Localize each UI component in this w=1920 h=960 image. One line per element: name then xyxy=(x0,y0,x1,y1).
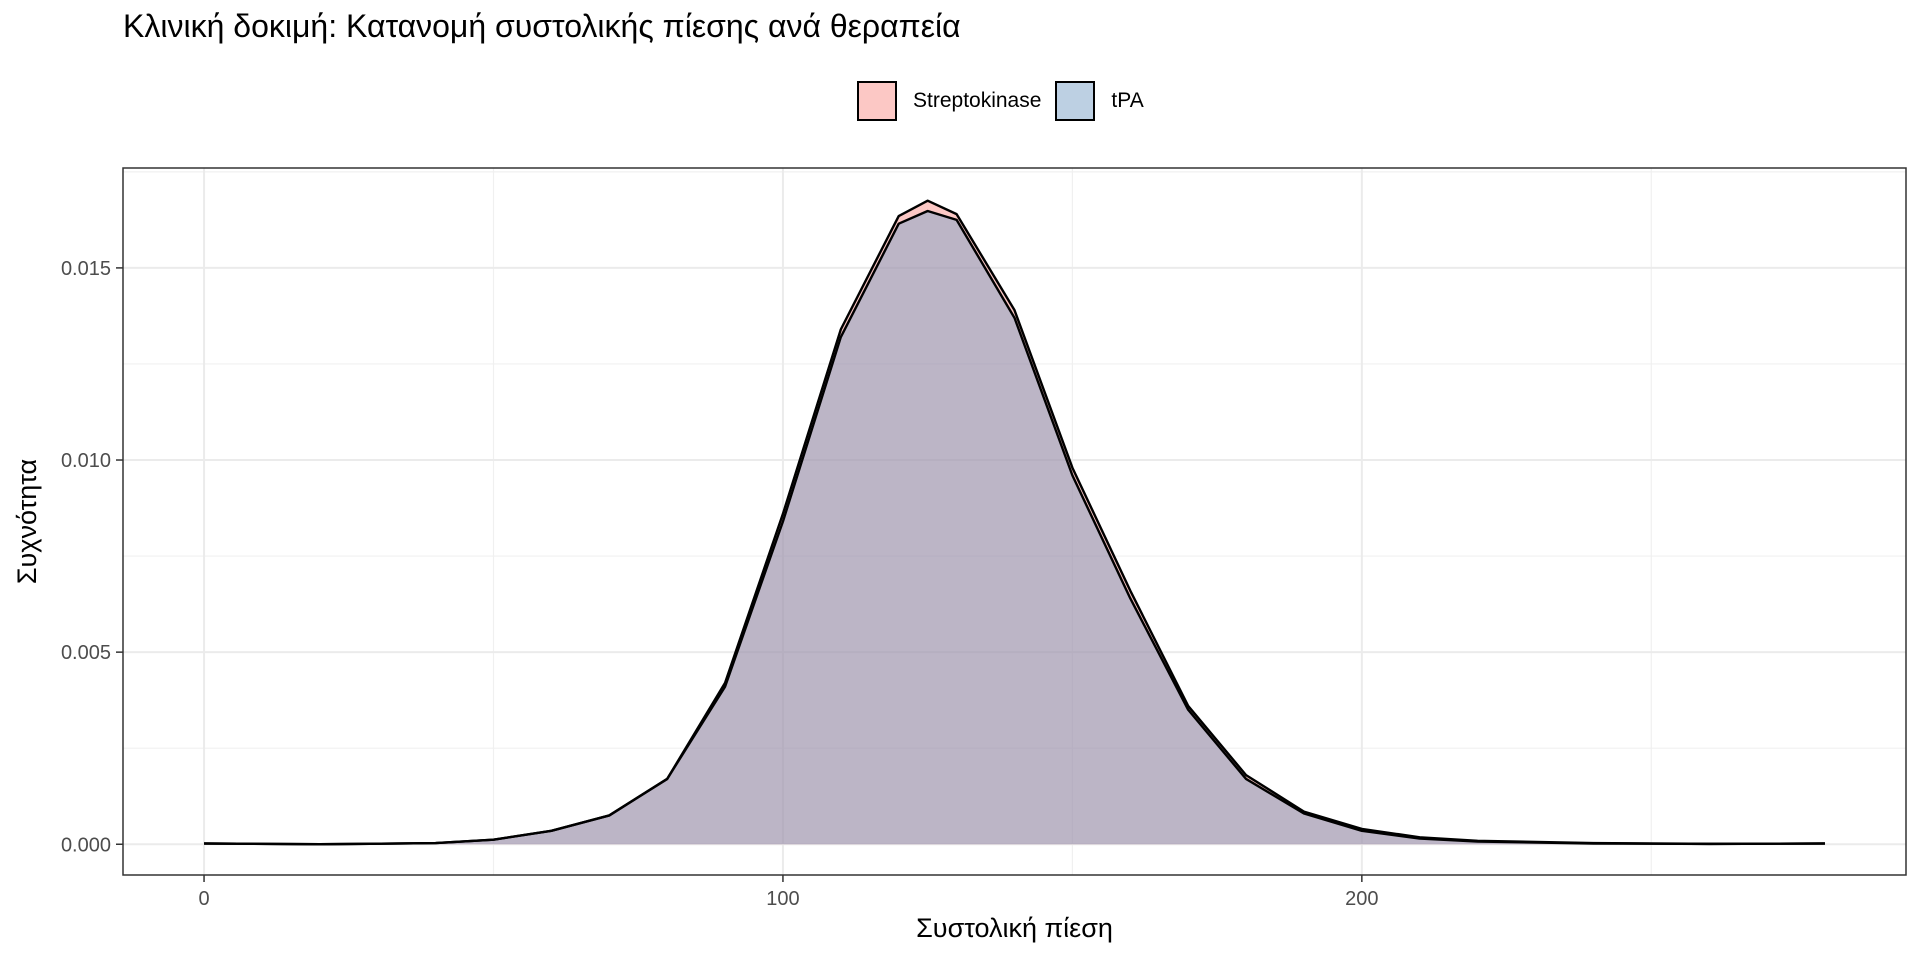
chart-title: Κλινική δοκιμή: Κατανομή συστολικής πίεσ… xyxy=(123,8,961,44)
y-tick-label: 0.015 xyxy=(61,258,111,280)
legend-label-tpa: tPA xyxy=(1111,89,1144,112)
density-line-tpa xyxy=(204,209,1825,846)
x-axis-title: Συστολική πίεση xyxy=(916,913,1113,943)
legend-key-streptokinase xyxy=(857,81,897,121)
y-axis-title: Συχνότητα xyxy=(12,459,42,584)
x-tick-label: 200 xyxy=(1345,888,1378,910)
x-tick-label: 100 xyxy=(766,888,799,910)
y-tick-label: 0.000 xyxy=(61,834,111,856)
legend: Streptokinase tPA xyxy=(857,77,1158,125)
y-tick-label: 0.005 xyxy=(61,642,111,664)
legend-item-streptokinase[interactable]: Streptokinase xyxy=(857,81,1041,121)
legend-item-tpa[interactable]: tPA xyxy=(1055,81,1144,121)
legend-key-tpa xyxy=(1055,81,1096,121)
density-area-tpa xyxy=(204,211,1825,845)
x-tick-label: 0 xyxy=(198,888,209,910)
y-tick-label: 0.010 xyxy=(61,450,111,472)
legend-label-streptokinase: Streptokinase xyxy=(913,89,1042,112)
plot-border xyxy=(122,167,1907,876)
